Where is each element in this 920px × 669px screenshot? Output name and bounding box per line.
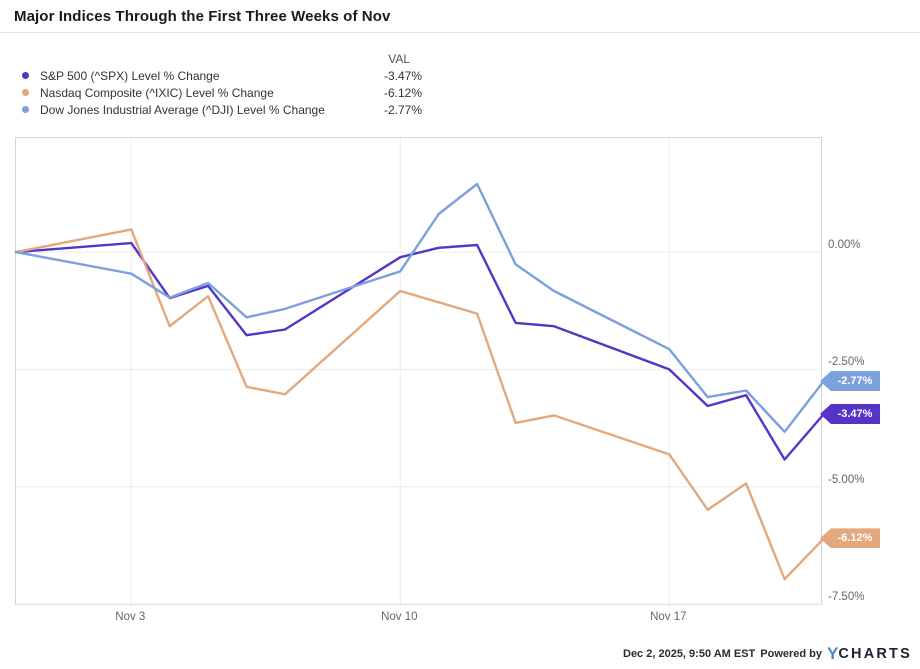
y-axis-tick: -7.50% <box>828 591 865 604</box>
title-divider <box>0 32 920 33</box>
line-chart-canvas <box>14 138 825 606</box>
page-title: Major Indices Through the First Three We… <box>14 8 391 25</box>
end-value-badge-ixic: -6.12% <box>820 528 880 549</box>
spx-series-dot-icon <box>22 72 29 79</box>
dji-series-dot-icon <box>22 106 29 113</box>
y-axis-tick: -2.50% <box>828 356 865 369</box>
plot-area[interactable] <box>14 137 825 606</box>
y-axis-tick: 0.00% <box>828 239 861 252</box>
end-value-badge-spx: -3.47% <box>820 403 880 424</box>
legend-item-label: Dow Jones Industrial Average (^DJI) Leve… <box>40 102 325 117</box>
chart-legend: VAL S&P 500 (^SPX) Level % Change -3.47%… <box>22 52 422 118</box>
legend-item-value: -6.12% <box>383 85 422 100</box>
ycharts-logo-y: Y <box>827 644 839 663</box>
legend-item-dji[interactable]: Dow Jones Industrial Average (^DJI) Leve… <box>22 101 422 118</box>
footer-timestamp: Dec 2, 2025, 9:50 AM EST <box>623 648 756 660</box>
legend-item-spx[interactable]: S&P 500 (^SPX) Level % Change -3.47% <box>22 67 422 84</box>
ixic-series-dot-icon <box>22 89 29 96</box>
series-line-spx[interactable] <box>14 241 825 461</box>
y-axis-tick: -5.00% <box>828 473 865 486</box>
legend-item-label: Nasdaq Composite (^IXIC) Level % Change <box>40 85 274 100</box>
legend-item-value: -3.47% <box>383 68 422 83</box>
x-axis-tick: Nov 17 <box>650 611 687 623</box>
powered-by-label: Powered by <box>760 648 823 660</box>
end-value-badge-dji: -2.77% <box>820 371 880 392</box>
x-axis-tick: Nov 10 <box>381 611 418 623</box>
ycharts-logo-text: CHARTS <box>838 646 912 662</box>
chart-footer: Dec 2, 2025, 9:50 AM EST Powered by Y CHA… <box>623 644 912 664</box>
legend-item-ixic[interactable]: Nasdaq Composite (^IXIC) Level % Change … <box>22 84 422 101</box>
legend-item-label: S&P 500 (^SPX) Level % Change <box>40 68 220 83</box>
x-axis-tick: Nov 3 <box>115 611 146 623</box>
ycharts-logo[interactable]: Y CHARTS <box>827 644 912 664</box>
series-line-ixic[interactable] <box>14 228 825 581</box>
series-line-dji[interactable] <box>14 182 825 433</box>
legend-val-header: VAL <box>388 52 410 66</box>
legend-item-value: -2.77% <box>383 102 422 117</box>
